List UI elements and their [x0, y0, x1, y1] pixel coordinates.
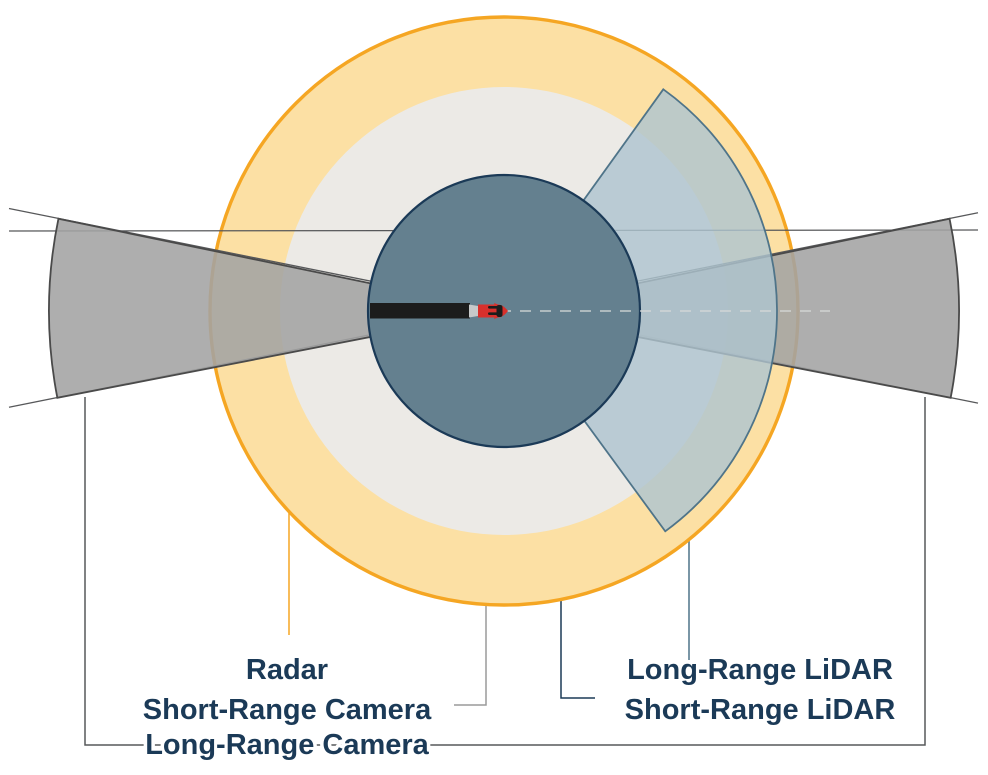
svg-text:Long-Range Camera: Long-Range Camera [145, 729, 429, 761]
svg-text:Long-Range LiDAR: Long-Range LiDAR [627, 654, 893, 686]
svg-text:Short-Range LiDAR: Short-Range LiDAR [625, 694, 896, 726]
svg-text:Short-Range Camera: Short-Range Camera [143, 694, 432, 726]
svg-text:Radar: Radar [246, 654, 328, 686]
